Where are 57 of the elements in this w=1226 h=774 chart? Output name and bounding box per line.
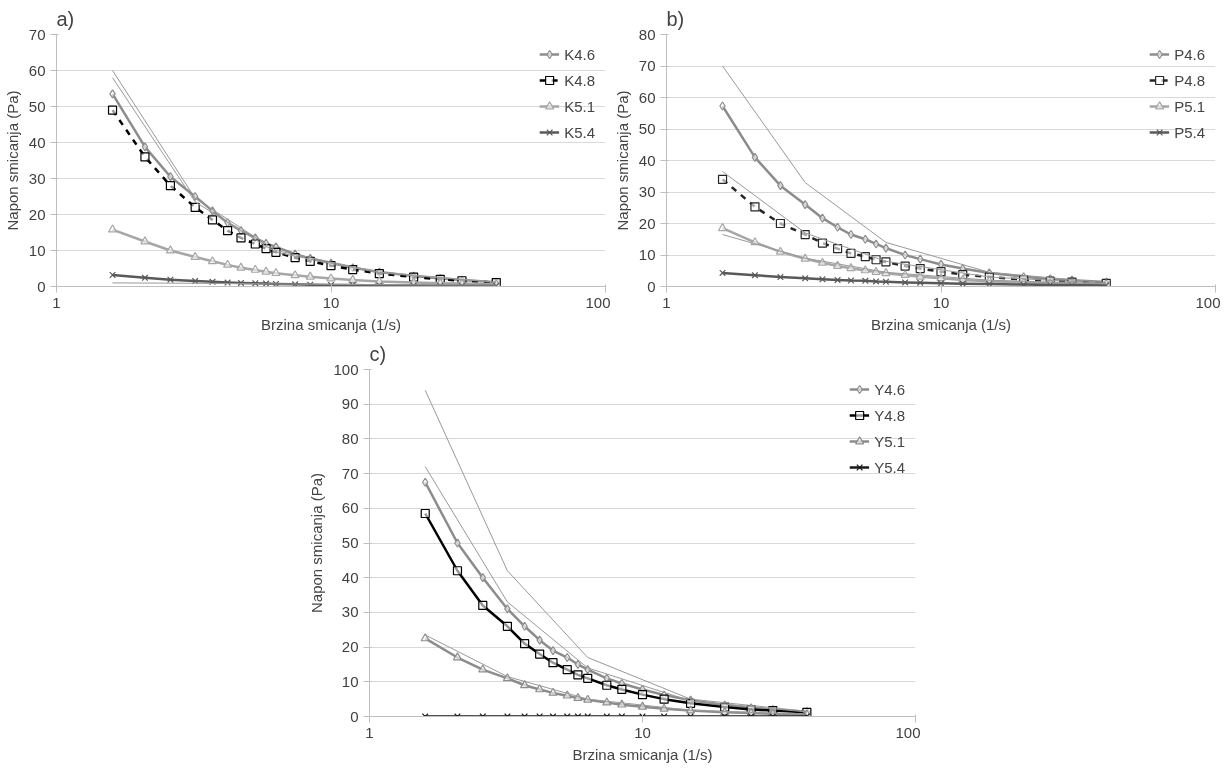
y-tick-label: 20 xyxy=(638,214,656,232)
y-tick-label: 70 xyxy=(341,464,359,482)
legend-label: Y5.1 xyxy=(874,432,905,450)
y-tick-label: 40 xyxy=(638,151,656,169)
y-tick-label: 60 xyxy=(341,499,359,517)
y-tick-label: 70 xyxy=(28,25,46,43)
y-tick-label: 50 xyxy=(28,97,46,115)
legend-label: K4.8 xyxy=(564,71,595,89)
y-tick-label: 10 xyxy=(638,246,656,263)
legend-label: P5.1 xyxy=(1174,97,1205,115)
legend-label: K4.6 xyxy=(564,45,595,63)
y-tick-label: 10 xyxy=(28,241,46,259)
y-tick-label: 10 xyxy=(341,672,359,690)
y-tick-label: 30 xyxy=(638,183,656,200)
y-axis-title: Napon smicanja (Pa) xyxy=(3,90,21,231)
y-tick-label: 80 xyxy=(341,429,359,447)
y-tick-label: 90 xyxy=(341,395,359,413)
x-tick-label: 100 xyxy=(1195,293,1221,311)
legend-label: K5.4 xyxy=(564,123,595,141)
y-tick-label: 60 xyxy=(638,88,656,106)
x-axis-title: Brzina smicanja (1/s) xyxy=(260,315,402,333)
legend-label: Y4.6 xyxy=(874,380,905,398)
x-tick-label: 10 xyxy=(932,293,950,311)
y-tick-label: 100 xyxy=(333,360,359,378)
x-axis-title: Brzina smicanja (1/s) xyxy=(572,745,713,763)
legend-label: P4.6 xyxy=(1174,45,1205,63)
y-axis-title: Napon smicanja (Pa) xyxy=(613,90,631,231)
y-tick-label: 0 xyxy=(37,277,46,295)
y-tick-label: 20 xyxy=(28,205,46,223)
x-tick-label: 100 xyxy=(895,723,921,741)
legend-label: K5.1 xyxy=(564,97,595,115)
y-axis-title: Napon smicanja (Pa) xyxy=(308,472,326,614)
y-tick-label: 40 xyxy=(28,133,46,151)
x-tick-label: 10 xyxy=(322,293,340,311)
y-tick-label: 30 xyxy=(341,603,359,621)
y-tick-label: 0 xyxy=(350,707,359,725)
chart-title: a) xyxy=(56,7,75,30)
y-tick-label: 70 xyxy=(638,57,656,74)
legend-label: P4.8 xyxy=(1174,71,1205,89)
y-tick-label: 20 xyxy=(341,638,359,656)
y-tick-label: 0 xyxy=(647,277,656,295)
y-tick-label: 50 xyxy=(341,534,359,551)
x-tick-label: 1 xyxy=(662,293,671,311)
x-tick-label: 1 xyxy=(365,723,374,741)
y-tick-label: 50 xyxy=(638,120,656,137)
y-tick-label: 30 xyxy=(28,169,46,187)
chart-title: b) xyxy=(666,7,685,30)
y-tick-label: 60 xyxy=(28,61,46,79)
y-tick-label: 40 xyxy=(341,568,359,586)
legend-label: P5.4 xyxy=(1174,123,1205,141)
legend-label: Y4.8 xyxy=(874,406,905,424)
chart-title: c) xyxy=(369,342,387,365)
x-axis-title: Brzina smicanja (1/s) xyxy=(870,315,1012,333)
x-tick-label: 100 xyxy=(585,293,611,311)
legend-label: Y5.4 xyxy=(874,458,905,476)
x-tick-label: 1 xyxy=(52,293,61,311)
y-tick-label: 80 xyxy=(638,25,656,43)
